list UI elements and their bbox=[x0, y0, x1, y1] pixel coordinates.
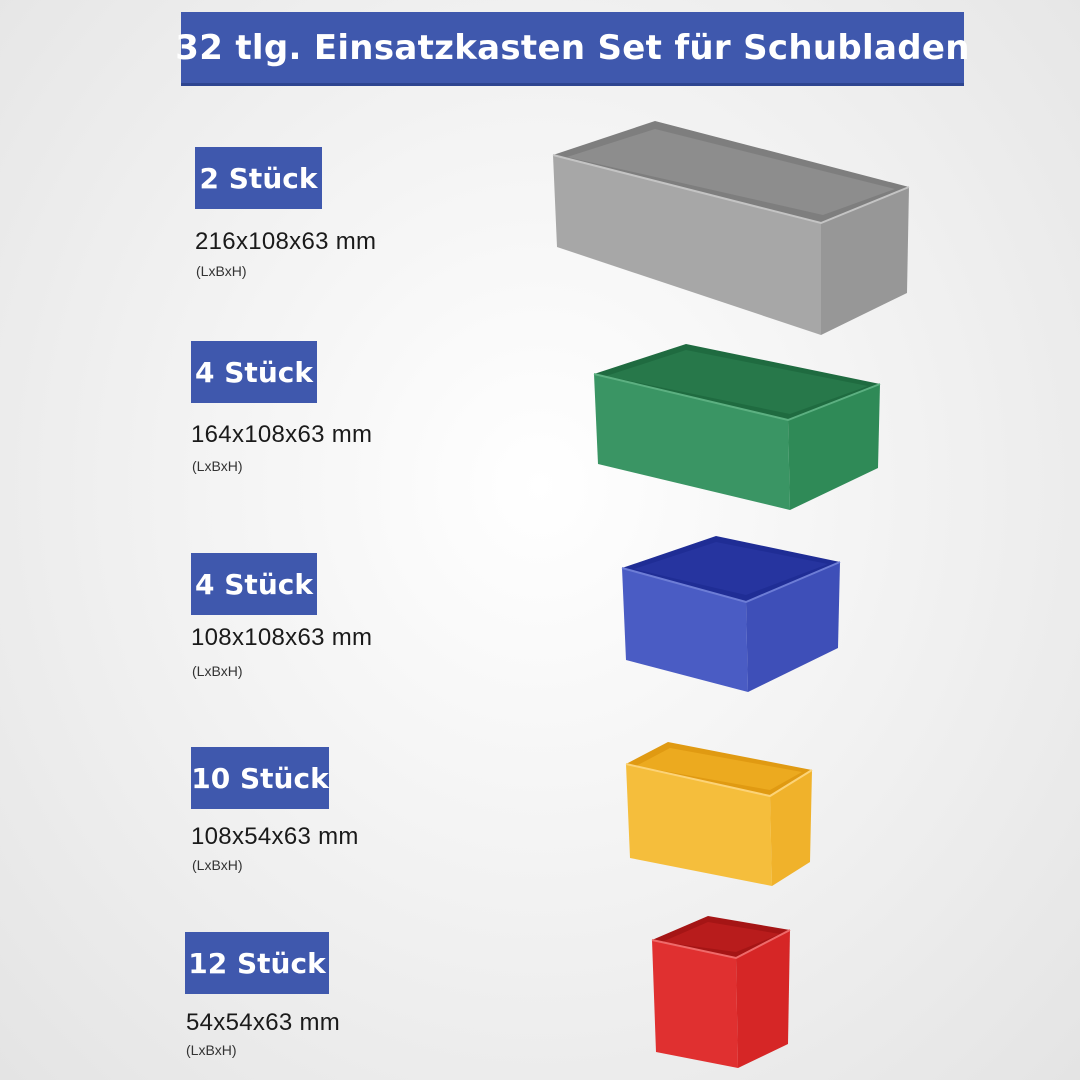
yellow-box-image bbox=[625, 742, 813, 886]
dimension-unit-yellow: (LxBxH) bbox=[192, 857, 243, 873]
green-box-image bbox=[593, 344, 881, 510]
grey-box-image bbox=[552, 121, 910, 335]
count-badge-green: 4 Stück bbox=[191, 341, 317, 403]
dimensions-red: 54x54x63 mm bbox=[186, 1009, 341, 1036]
dimension-unit-blue: (LxBxH) bbox=[192, 663, 243, 679]
dimensions-yellow: 108x54x63 mm bbox=[191, 823, 359, 850]
blue-box-image bbox=[621, 536, 841, 692]
dimensions-blue: 108x108x63 mm bbox=[191, 624, 373, 651]
count-badge-yellow: 10 Stück bbox=[191, 747, 329, 809]
count-badge-grey: 2 Stück bbox=[195, 147, 322, 209]
title-banner: 32 tlg. Einsatzkasten Set für Schubladen bbox=[175, 12, 969, 86]
dimensions-grey: 216x108x63 mm bbox=[195, 228, 377, 255]
red-box-image bbox=[651, 916, 791, 1068]
dimension-unit-red: (LxBxH) bbox=[186, 1042, 237, 1058]
count-badge-red: 12 Stück bbox=[185, 932, 329, 994]
count-badge-blue: 4 Stück bbox=[191, 553, 317, 615]
dimension-unit-green: (LxBxH) bbox=[192, 458, 243, 474]
dimension-unit-grey: (LxBxH) bbox=[196, 263, 247, 279]
dimensions-green: 164x108x63 mm bbox=[191, 421, 373, 448]
page-title: 32 tlg. Einsatzkasten Set für Schubladen bbox=[175, 27, 970, 68]
